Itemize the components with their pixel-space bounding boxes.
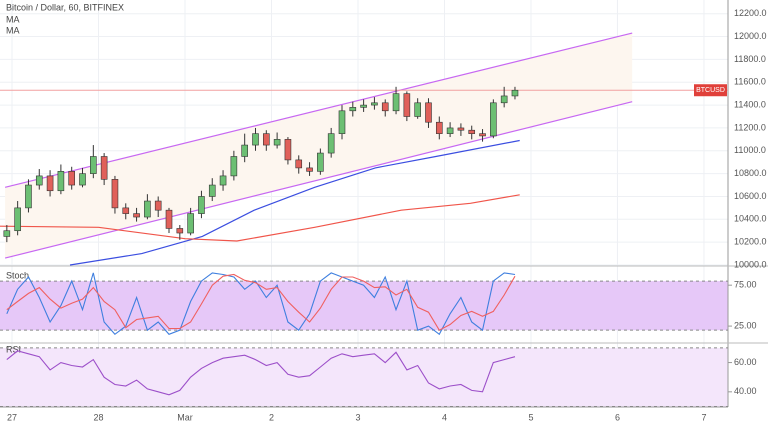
y-tick-label: 60.00: [734, 357, 757, 367]
candle-body: [154, 200, 162, 211]
candle-body: [349, 107, 357, 112]
candle-body: [90, 156, 97, 174]
candle-body: [68, 171, 76, 186]
candle-body: [392, 93, 400, 112]
x-tick-label: 2: [269, 412, 274, 422]
panel-title: Stoch: [6, 270, 29, 280]
candle-body: [360, 104, 367, 108]
x-tick-label: 28: [94, 412, 104, 422]
legend-entry: MA: [6, 14, 20, 24]
y-tick-label: 11600.0: [734, 77, 766, 87]
y-tick-label: 10800.0: [734, 168, 767, 178]
channel-fill: [5, 33, 633, 259]
candle-body: [273, 139, 281, 146]
candle-body: [144, 200, 151, 218]
y-tick-label: 10000.0: [734, 259, 767, 269]
y-tick-label: 11000.0: [734, 145, 766, 155]
y-tick-label: 12000.0: [734, 31, 767, 41]
candle-body: [57, 171, 65, 192]
band-fill: [0, 347, 728, 407]
y-tick-label: 10600.0: [734, 191, 767, 201]
x-tick-label: 4: [442, 412, 447, 422]
candle-body: [327, 133, 335, 154]
candle-body: [230, 156, 238, 177]
candle-body: [425, 102, 432, 123]
y-tick-label: 10200.0: [734, 237, 767, 247]
candle-body: [252, 133, 259, 146]
candle-body: [338, 110, 346, 134]
indicator-line: [6, 350, 516, 396]
band-fill: [0, 281, 728, 331]
indicator-line: [6, 272, 516, 336]
candle-body: [111, 179, 119, 209]
y-tick-label: 11200.0: [734, 122, 766, 132]
candle-body: [79, 173, 86, 186]
candle-body: [468, 129, 476, 134]
y-tick-label: 11400.0: [734, 99, 766, 109]
panel-title: RSI: [6, 344, 21, 354]
indicator-line: [6, 273, 516, 331]
y-tick-label: 12200.0: [734, 8, 767, 18]
y-tick-label: 75.00: [734, 280, 757, 290]
legend-entry: MA: [6, 25, 20, 35]
x-tick-label: 6: [615, 412, 620, 422]
candle-body: [317, 152, 324, 172]
moving-average: [0, 194, 520, 242]
price-tag: [694, 84, 727, 97]
channel-line: [4, 101, 633, 259]
candle-body: [511, 89, 519, 97]
candle-body: [187, 213, 194, 234]
candle-body: [435, 121, 443, 134]
candle-body: [3, 230, 11, 237]
moving-average: [69, 139, 520, 266]
y-tick-label: 11800.0: [734, 54, 766, 64]
price-tag-label: BTCUSD: [696, 87, 725, 94]
y-tick-label: 10400.0: [734, 214, 767, 224]
x-tick-label: 5: [528, 412, 533, 422]
candle-body: [414, 102, 421, 117]
x-tick-label: 3: [355, 412, 360, 422]
candle-body: [371, 102, 378, 106]
y-tick-label: 40.00: [734, 386, 757, 396]
candle-body: [263, 133, 270, 146]
candle-body: [46, 175, 54, 192]
candle-body: [122, 207, 130, 214]
chart-title: Bitcoin / Dollar, 60, BITFINEX: [6, 2, 124, 12]
candle-body: [165, 209, 173, 229]
candle-body: [35, 175, 43, 186]
y-tick-label: 25.00: [734, 320, 757, 330]
candle-body: [381, 102, 389, 112]
x-tick-label: 27: [7, 412, 17, 422]
candle-body: [403, 93, 411, 117]
candle-body: [25, 184, 32, 209]
candle-body: [14, 207, 21, 232]
candle-body: [241, 144, 248, 157]
candle-body: [208, 184, 216, 197]
candle-body: [284, 139, 292, 161]
candle-body: [457, 127, 465, 131]
candle-body: [176, 228, 184, 234]
candle-body: [133, 213, 140, 218]
candle-body: [100, 156, 108, 180]
x-tick-label: 7: [701, 412, 706, 422]
candle-body: [446, 127, 454, 134]
x-tick-label: Mar: [177, 412, 193, 422]
candle-body: [219, 175, 227, 186]
candle-body: [198, 196, 205, 214]
candle-body: [306, 167, 313, 172]
candle-body: [500, 95, 508, 104]
channel-line: [4, 32, 633, 188]
candle-body: [295, 159, 303, 169]
candle-body: [490, 102, 497, 137]
candle-body: [479, 133, 486, 137]
